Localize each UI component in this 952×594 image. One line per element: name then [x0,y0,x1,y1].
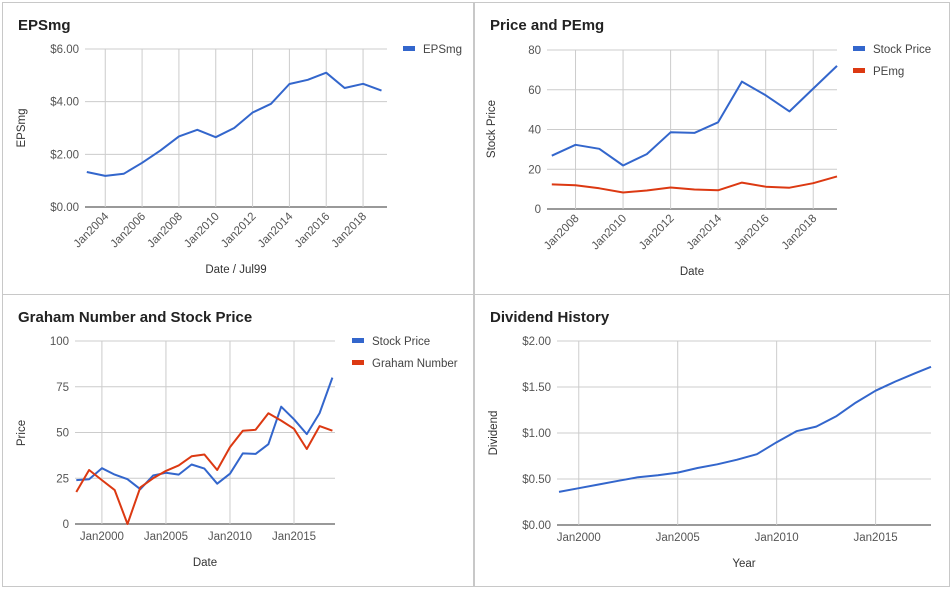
series-line [551,175,838,194]
x-tick-label: Jan2005 [144,531,188,543]
y-tick-label: 80 [528,45,541,57]
y-tick-label: $1.00 [522,428,551,440]
legend-label: PEmg [873,66,904,78]
chart-title: Graham Number and Stock Price [18,309,252,326]
y-axis-label: Dividend [488,411,500,456]
legend-label: Stock Price [873,44,931,56]
x-tick-label: Jan2016 [732,213,772,253]
x-tick-label: Jan2012 [637,213,677,253]
y-tick-label: $1.50 [522,382,551,394]
y-tick-label: 40 [528,125,541,137]
series-line [551,65,838,167]
legend-label: EPSmg [423,44,462,56]
y-tick-label: 100 [50,336,69,348]
x-tick-label: Jan2014 [685,212,725,252]
series-line [76,377,334,491]
y-tick-label: $2.00 [522,336,551,348]
x-tick-label: Jan2006 [109,211,149,251]
x-tick-label: Jan2008 [145,211,185,251]
y-tick-label: 0 [535,204,541,216]
x-tick-label: Jan2010 [182,211,222,251]
y-tick-label: $4.00 [50,97,79,109]
x-axis-label: Date / Jul99 [205,264,266,276]
legend-swatch [403,46,415,51]
legend-label: Graham Number [372,358,458,370]
chart-svg: EPSmg$0.00$2.00$4.00$6.00Jan2004Jan2006J… [16,17,462,276]
y-tick-label: 0 [63,519,69,531]
x-tick-label: Jan2000 [557,532,601,544]
chart-title: Price and PEmg [490,17,604,34]
y-tick-label: 50 [56,428,69,440]
y-tick-label: 25 [56,473,69,485]
series-line [86,71,382,177]
graham-chart-panel: Graham Number and Stock Price 0 25 50 75 100 J… [2,294,474,587]
eps-chart-panel: EPSmg $0.00 $2.00 $4.00 $6.00 Jan2004 Jan2006 J… [2,2,474,295]
x-axis-label: Date [193,557,217,569]
legend-swatch [853,68,865,73]
dividend-chart-panel: Dividend History $0.00 $0.50 $1.00 $1.50 $2.0… [474,294,950,587]
x-tick-label: Jan2010 [755,532,799,544]
price-pe-chart-panel: Price and PEmg 0 20 40 60 80 Jan2008 Jan2010 Jan… [474,2,950,295]
x-tick-label: Jan2010 [208,531,252,543]
x-axis-label: Year [732,558,755,570]
x-tick-label: Jan2004 [72,210,112,250]
x-tick-label: Jan2018 [329,211,369,251]
y-tick-label: $2.00 [50,149,79,161]
x-tick-label: Jan2016 [293,211,333,251]
chart-title: EPSmg [18,17,71,34]
x-tick-label: Jan2005 [656,532,700,544]
chart-title: Dividend History [490,309,610,326]
legend-label: Stock Price [372,336,430,348]
x-axis-label: Date [680,266,704,278]
legend-swatch [853,46,865,51]
y-tick-label: 60 [528,85,541,97]
x-tick-label: Jan2012 [219,211,259,251]
x-tick-label: Jan2018 [780,213,820,253]
x-tick-label: Jan2015 [854,532,898,544]
x-tick-label: Jan2000 [80,531,124,543]
y-axis-label: Stock Price [486,100,498,158]
y-axis-label: EPSmg [16,109,28,148]
series-line [75,412,333,525]
x-tick-label: Jan2008 [542,213,582,253]
y-tick-label: $0.00 [50,202,79,214]
series-line [558,365,932,493]
chart-svg: Dividend History $0.00 $0.50 $1.00 $1.50 $2.0… [488,309,932,570]
y-tick-label: $0.50 [522,474,551,486]
chart-svg: Graham Number and Stock Price 0 25 50 75 100 J… [16,309,458,569]
legend-swatch [352,338,364,343]
y-tick-label: 20 [528,164,541,176]
y-tick-label: $0.00 [522,520,551,532]
y-tick-label: $6.00 [50,44,79,56]
x-tick-label: Jan2014 [256,210,296,250]
x-tick-label: Jan2015 [272,531,316,543]
x-tick-label: Jan2010 [590,213,630,253]
legend-swatch [352,360,364,365]
y-tick-label: 75 [56,382,69,394]
y-axis-label: Price [16,420,28,446]
